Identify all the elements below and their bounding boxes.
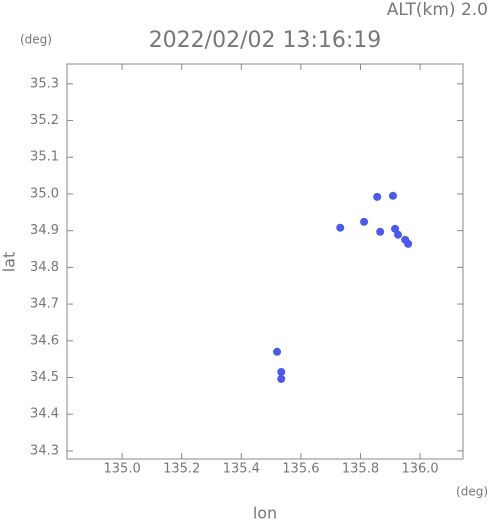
x-tick-label: 136.0 bbox=[401, 462, 438, 477]
x-tick-label: 135.2 bbox=[163, 462, 200, 477]
echo-point bbox=[404, 239, 413, 248]
y-tick-label: 35.0 bbox=[30, 186, 59, 201]
echo-point bbox=[373, 192, 382, 201]
echo-point bbox=[360, 217, 369, 226]
y-axis-label: lat bbox=[0, 252, 19, 273]
x-unit: (deg) bbox=[456, 485, 488, 499]
y-tick-label: 34.6 bbox=[30, 333, 59, 348]
x-axis-label: lon bbox=[253, 504, 277, 521]
y-tick-label: 34.9 bbox=[30, 223, 59, 238]
x-tick-label: 135.0 bbox=[104, 462, 141, 477]
chart-title: 2022/02/02 13:16:19 bbox=[149, 28, 382, 53]
y-tick-label: 35.2 bbox=[30, 113, 59, 128]
y-tick-label: 34.8 bbox=[30, 260, 59, 275]
y-tick-label: 34.3 bbox=[30, 443, 59, 458]
echo-point bbox=[277, 374, 286, 383]
x-tick-label: 135.8 bbox=[342, 462, 379, 477]
echo-point bbox=[388, 191, 397, 200]
echo-point bbox=[277, 367, 286, 376]
echo-point bbox=[394, 230, 403, 239]
plot-frame bbox=[66, 63, 464, 460]
echo-point bbox=[376, 227, 385, 236]
altitude-label: ALT(km) 2.0 bbox=[387, 0, 488, 20]
y-tick-label: 35.3 bbox=[30, 76, 59, 91]
echo-point bbox=[336, 223, 345, 232]
y-tick-label: 35.1 bbox=[30, 150, 59, 165]
x-tick-label: 135.6 bbox=[282, 462, 319, 477]
y-unit: (deg) bbox=[20, 33, 52, 47]
y-tick-label: 34.7 bbox=[30, 297, 59, 312]
x-tick-label: 135.4 bbox=[223, 462, 260, 477]
y-tick-label: 34.5 bbox=[30, 370, 59, 385]
echo-point bbox=[273, 347, 282, 356]
y-tick-label: 34.4 bbox=[30, 407, 59, 422]
